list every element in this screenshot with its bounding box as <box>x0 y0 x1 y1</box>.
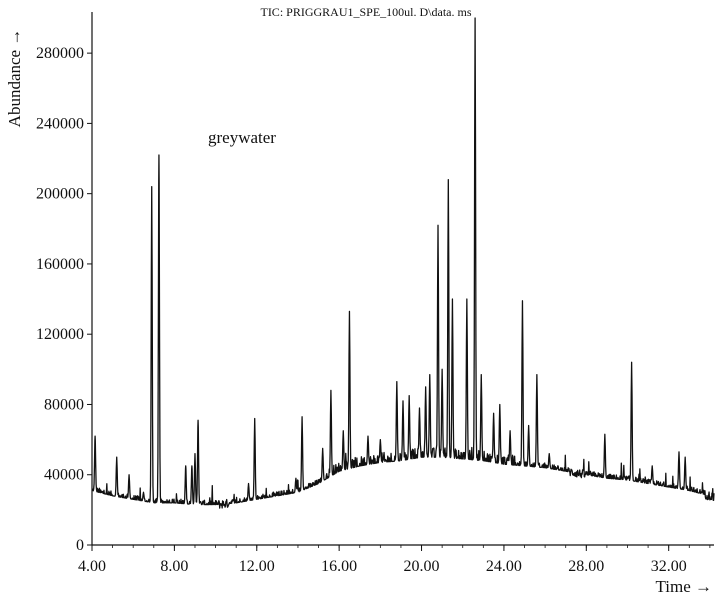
y-tick-label: 80000 <box>44 396 84 413</box>
sample-annotation: greywater <box>208 128 276 147</box>
x-axis-label: Time → <box>655 577 712 596</box>
y-tick-label: 0 <box>76 537 84 554</box>
axes <box>91 12 714 546</box>
ticks: 0 40000 80000 120000 160000 200000 240000 28000… <box>36 45 711 575</box>
y-axis-label: Abundance → <box>5 29 24 128</box>
y-tick-label: 240000 <box>36 115 84 132</box>
y-tick-label: 120000 <box>36 326 84 343</box>
x-tick-label: 24.00 <box>486 558 522 575</box>
x-tick-label: 16.00 <box>321 558 357 575</box>
x-tick-label: 20.00 <box>404 558 440 575</box>
chart-title: TIC: PRIGGRAU1_SPE_100ul. D\data. ms <box>260 5 471 19</box>
x-tick-label: 12.00 <box>239 558 275 575</box>
x-tick-label: 28.00 <box>568 558 604 575</box>
x-tick-label: 8.00 <box>160 558 188 575</box>
y-tick-label: 40000 <box>44 467 84 484</box>
y-tick-label: 200000 <box>36 186 84 203</box>
x-tick-label: 4.00 <box>78 558 106 575</box>
tic-trace <box>91 17 715 509</box>
x-tick-label: 32.00 <box>651 558 687 575</box>
y-tick-label: 160000 <box>36 256 84 273</box>
y-tick-label: 280000 <box>36 45 84 62</box>
